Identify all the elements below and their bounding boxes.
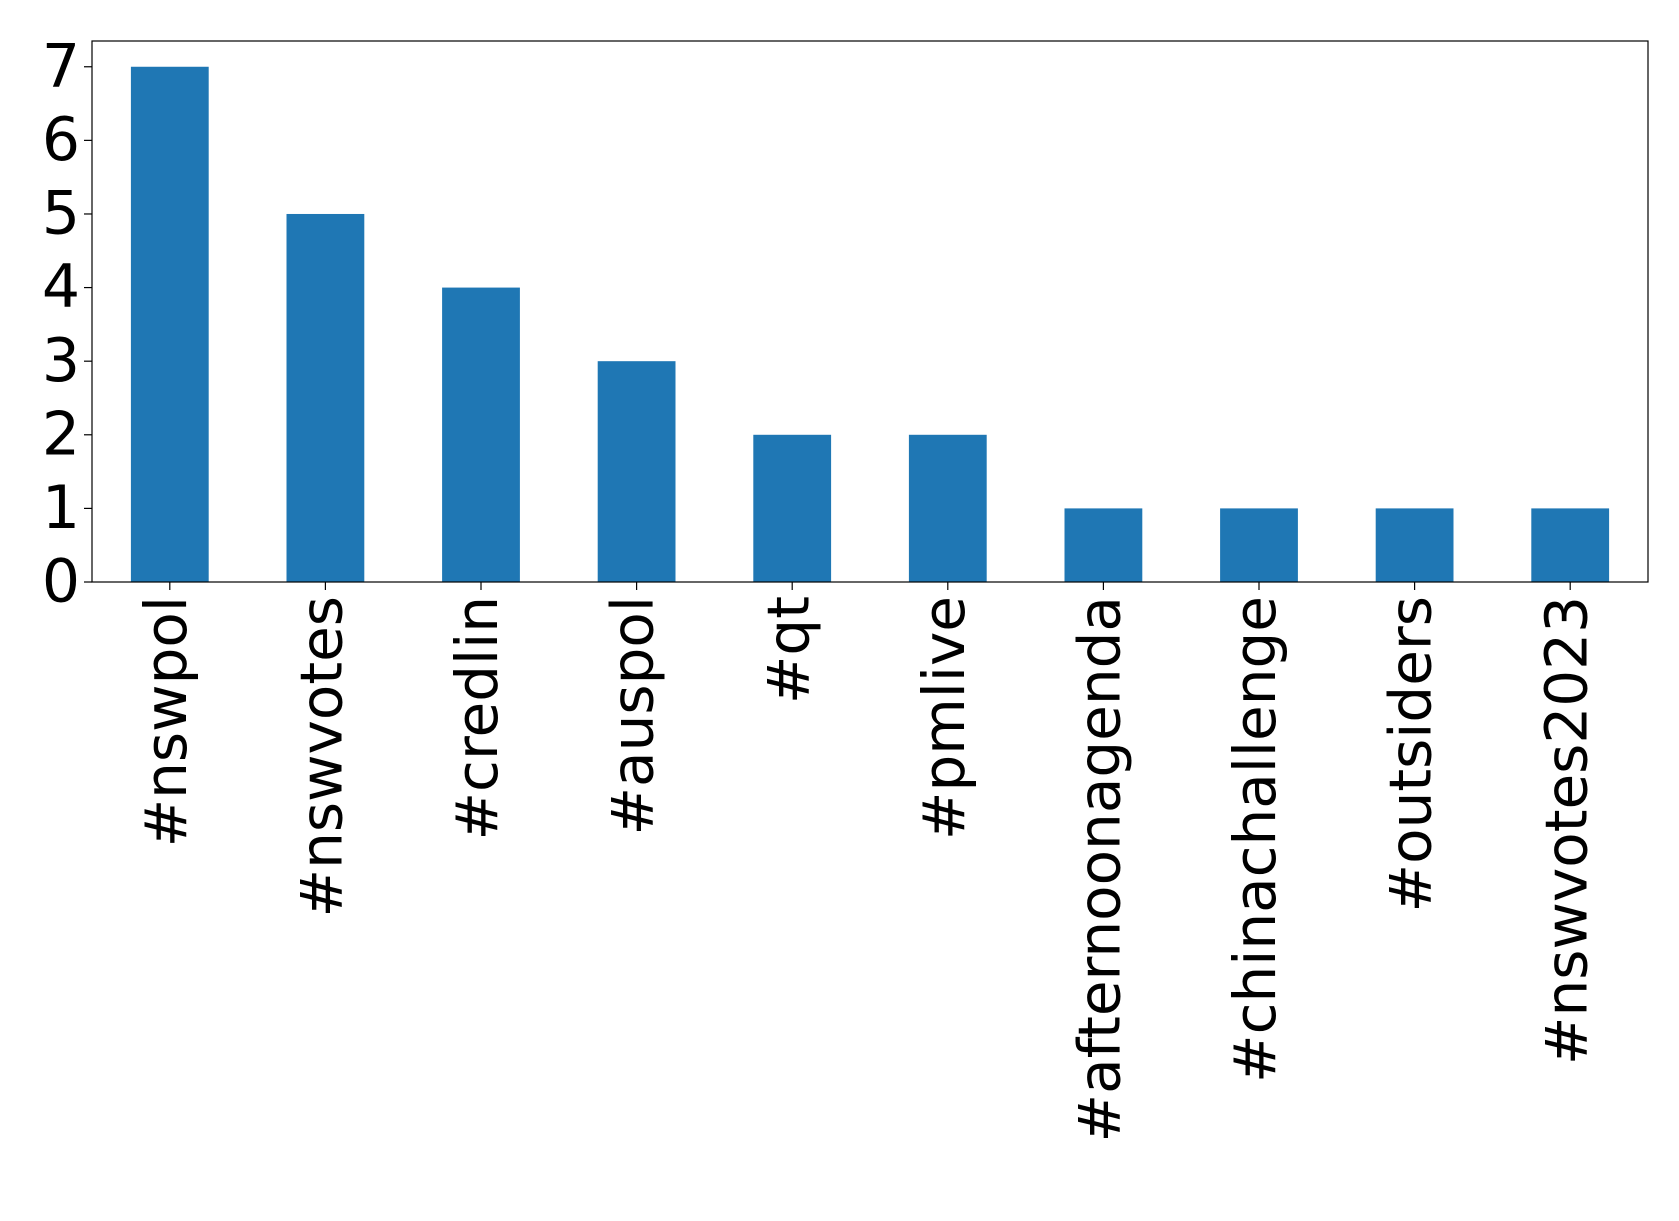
x-tick-label: #nswvotes bbox=[288, 596, 356, 917]
bar bbox=[1064, 508, 1143, 582]
y-tick-label: 5 bbox=[42, 179, 80, 249]
x-tick-label: #nswpol bbox=[132, 596, 200, 847]
y-tick-label: 0 bbox=[42, 547, 80, 617]
x-tick-label: #auspol bbox=[599, 596, 667, 836]
x-tick-label: #afternoonagenda bbox=[1066, 596, 1134, 1142]
bar bbox=[597, 361, 676, 582]
x-tick-label: #qt bbox=[754, 596, 822, 704]
bar bbox=[1220, 508, 1298, 582]
y-tick-label: 7 bbox=[42, 31, 80, 101]
x-tick-label: #pmlive bbox=[910, 596, 978, 840]
bar bbox=[442, 287, 520, 582]
y-tick-label: 2 bbox=[42, 399, 80, 469]
bar bbox=[753, 434, 832, 582]
x-tick-label: #chinachallenge bbox=[1221, 596, 1289, 1083]
y-tick-label: 4 bbox=[42, 252, 80, 322]
y-tick-label: 1 bbox=[42, 473, 80, 543]
bar bbox=[1531, 508, 1610, 582]
y-tick-label: 3 bbox=[42, 326, 80, 396]
x-tick-label: #credlin bbox=[443, 596, 511, 841]
x-tick-label: #nswvotes2023 bbox=[1532, 596, 1600, 1065]
x-tick-label: #outsiders bbox=[1377, 596, 1445, 912]
y-tick-label: 6 bbox=[42, 105, 80, 175]
bar bbox=[1375, 508, 1454, 582]
bar bbox=[130, 66, 209, 582]
plot-frame bbox=[91, 40, 1649, 583]
bar bbox=[286, 213, 365, 583]
bar bbox=[908, 434, 987, 582]
